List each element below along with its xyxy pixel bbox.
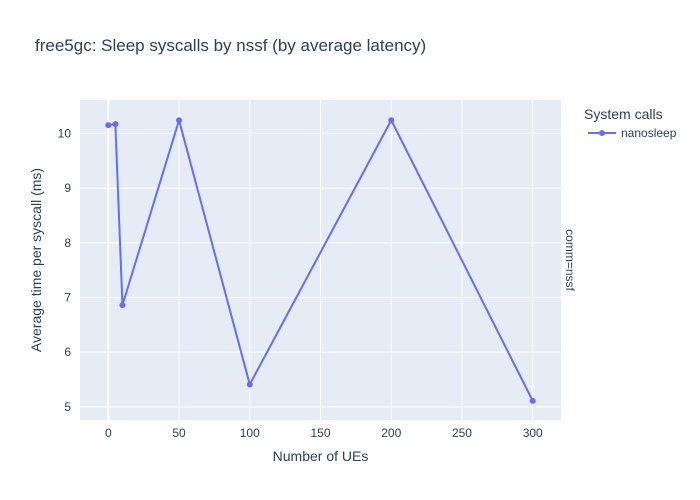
x-axis-label: Number of UEs: [273, 448, 369, 464]
facet-label: comm=nssf: [563, 229, 577, 291]
legend-title: System calls: [584, 106, 663, 122]
legend-label: nanosleep: [621, 126, 677, 140]
data-point[interactable]: [112, 121, 119, 128]
y-tick-label: 5: [64, 400, 71, 414]
x-tick-label: 0: [105, 426, 112, 440]
y-tick-label: 7: [64, 290, 71, 304]
x-tick-label: 150: [310, 426, 330, 440]
y-tick-label: 9: [64, 181, 71, 195]
data-point[interactable]: [529, 397, 536, 404]
x-tick-label: 50: [172, 426, 186, 440]
series-nanosleep: [105, 117, 536, 404]
legend-item-nanosleep[interactable]: nanosleep: [588, 126, 677, 140]
data-point[interactable]: [176, 117, 183, 124]
legend[interactable]: System calls nanosleep: [584, 106, 677, 140]
y-tick-label: 10: [58, 126, 72, 140]
x-axis-ticks: 0 50 100 150 200 250 300: [105, 426, 543, 440]
legend-marker-swatch: [599, 130, 605, 136]
x-tick-label: 250: [452, 426, 472, 440]
y-tick-label: 8: [64, 236, 71, 250]
y-axis-ticks: 5 6 7 8 9 10: [58, 126, 72, 414]
x-tick-label: 300: [523, 426, 543, 440]
data-point[interactable]: [246, 381, 253, 388]
y-tick-label: 6: [64, 345, 71, 359]
data-point[interactable]: [105, 122, 112, 129]
chart-title: free5gc: Sleep syscalls by nssf (by aver…: [35, 36, 426, 55]
x-tick-label: 200: [381, 426, 401, 440]
x-tick-label: 100: [240, 426, 260, 440]
data-point[interactable]: [119, 302, 126, 309]
data-point[interactable]: [388, 117, 395, 124]
y-axis-label: Average time per syscall (ms): [28, 168, 44, 352]
